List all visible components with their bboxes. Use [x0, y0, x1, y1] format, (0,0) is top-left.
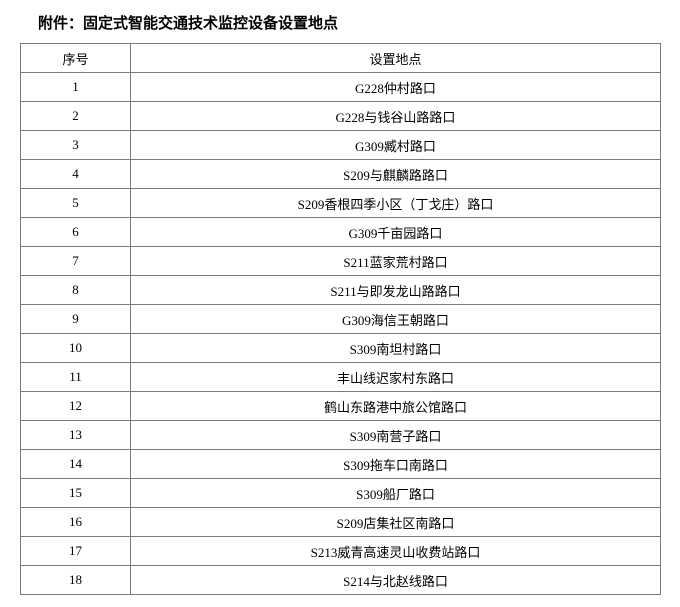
cell-location: 丰山线迟家村东路口: [131, 363, 661, 392]
cell-location: S209与麒麟路路口: [131, 160, 661, 189]
cell-seq: 17: [21, 537, 131, 566]
cell-location: S214与北赵线路口: [131, 566, 661, 595]
table-header-row: 序号 设置地点: [21, 44, 661, 73]
cell-seq: 2: [21, 102, 131, 131]
cell-location: S209店集社区南路口: [131, 508, 661, 537]
cell-seq: 8: [21, 276, 131, 305]
cell-location: S309拖车口南路口: [131, 450, 661, 479]
table-row: 17S213威青高速灵山收费站路口: [21, 537, 661, 566]
cell-seq: 16: [21, 508, 131, 537]
locations-table: 序号 设置地点 1G228仲村路口2G228与钱谷山路路口3G309臧村路口4S…: [20, 43, 661, 595]
cell-location: S309南营子路口: [131, 421, 661, 450]
table-row: 8S211与即发龙山路路口: [21, 276, 661, 305]
col-header-location: 设置地点: [131, 44, 661, 73]
table-body: 1G228仲村路口2G228与钱谷山路路口3G309臧村路口4S209与麒麟路路…: [21, 73, 661, 595]
table-row: 1G228仲村路口: [21, 73, 661, 102]
table-row: 15S309船厂路口: [21, 479, 661, 508]
table-row: 9G309海信王朝路口: [21, 305, 661, 334]
table-row: 4S209与麒麟路路口: [21, 160, 661, 189]
cell-location: G309臧村路口: [131, 131, 661, 160]
cell-location: 鹤山东路港中旅公馆路口: [131, 392, 661, 421]
cell-location: S309船厂路口: [131, 479, 661, 508]
cell-seq: 1: [21, 73, 131, 102]
cell-seq: 13: [21, 421, 131, 450]
cell-seq: 14: [21, 450, 131, 479]
cell-seq: 4: [21, 160, 131, 189]
table-row: 6G309千亩园路口: [21, 218, 661, 247]
table-row: 3G309臧村路口: [21, 131, 661, 160]
table-row: 18S214与北赵线路口: [21, 566, 661, 595]
cell-location: S309南坦村路口: [131, 334, 661, 363]
cell-seq: 7: [21, 247, 131, 276]
cell-location: S213威青高速灵山收费站路口: [131, 537, 661, 566]
cell-seq: 10: [21, 334, 131, 363]
cell-location: S209香根四季小区（丁戈庄）路口: [131, 189, 661, 218]
cell-location: G228与钱谷山路路口: [131, 102, 661, 131]
table-row: 16S209店集社区南路口: [21, 508, 661, 537]
cell-seq: 15: [21, 479, 131, 508]
cell-seq: 6: [21, 218, 131, 247]
cell-seq: 11: [21, 363, 131, 392]
table-row: 7S211蓝家荒村路口: [21, 247, 661, 276]
table-row: 11丰山线迟家村东路口: [21, 363, 661, 392]
col-header-seq: 序号: [21, 44, 131, 73]
cell-seq: 9: [21, 305, 131, 334]
cell-seq: 3: [21, 131, 131, 160]
attachment-title: 附件：固定式智能交通技术监控设备设置地点: [20, 12, 660, 33]
cell-seq: 5: [21, 189, 131, 218]
table-row: 10S309南坦村路口: [21, 334, 661, 363]
cell-location: S211与即发龙山路路口: [131, 276, 661, 305]
table-row: 5S209香根四季小区（丁戈庄）路口: [21, 189, 661, 218]
table-row: 12鹤山东路港中旅公馆路口: [21, 392, 661, 421]
table-row: 2G228与钱谷山路路口: [21, 102, 661, 131]
cell-seq: 12: [21, 392, 131, 421]
cell-location: G309海信王朝路口: [131, 305, 661, 334]
cell-seq: 18: [21, 566, 131, 595]
table-row: 14S309拖车口南路口: [21, 450, 661, 479]
cell-location: S211蓝家荒村路口: [131, 247, 661, 276]
cell-location: G309千亩园路口: [131, 218, 661, 247]
cell-location: G228仲村路口: [131, 73, 661, 102]
table-row: 13S309南营子路口: [21, 421, 661, 450]
